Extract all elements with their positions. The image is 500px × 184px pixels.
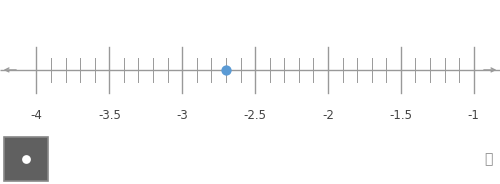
Point [22,158,30,161]
Text: -2.5: -2.5 [244,109,266,122]
Text: 🗑: 🗑 [484,152,492,166]
Text: -3.5: -3.5 [98,109,121,122]
FancyBboxPatch shape [4,137,48,181]
Point [222,68,230,71]
Text: -4: -4 [30,109,42,122]
Text: -2: -2 [322,109,334,122]
Text: -1.5: -1.5 [390,109,412,122]
Text: -1: -1 [468,109,479,122]
Text: -3: -3 [176,109,188,122]
